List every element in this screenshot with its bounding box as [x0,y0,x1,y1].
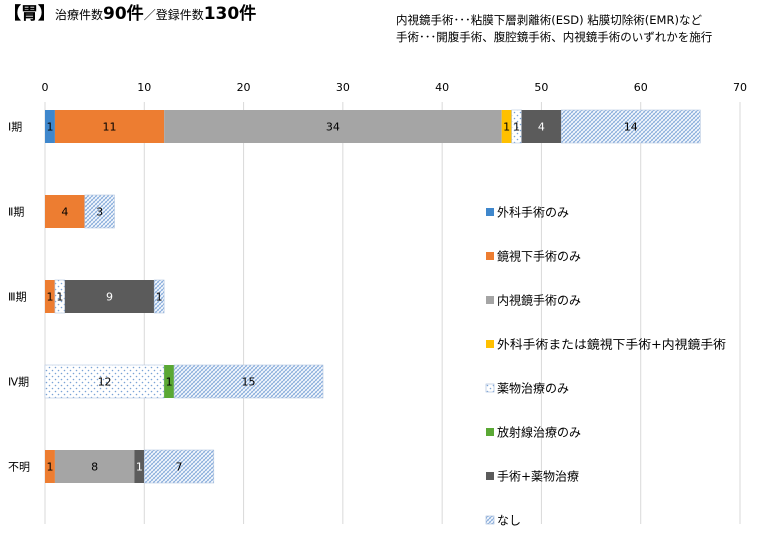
data-label: 1 [513,121,520,134]
data-label: 7 [176,461,183,474]
legend-swatch [486,208,494,216]
legend-label: 放射線治療のみ [497,425,581,440]
title-separator: ／ [143,8,156,22]
treated-value: 90件 [103,4,144,24]
data-label: 3 [96,206,103,219]
x-tick-label: 20 [237,81,251,94]
bar-segment [173,364,324,399]
legend-swatch [486,340,494,348]
x-tick-label: 30 [336,81,350,94]
title-bracket-open: 【 [4,4,21,24]
legend-label: 手術+薬物治療 [497,470,579,484]
data-label: 1 [56,291,63,304]
data-label: 15 [242,376,256,389]
legend-swatch [485,383,495,393]
x-tick-label: 10 [137,81,151,94]
x-tick-label: 60 [634,81,648,94]
category-label: Ⅲ期 [8,291,27,304]
legend-swatch [486,472,494,480]
legend-label: 内視鏡手術のみ [497,293,581,308]
x-tick-label: 40 [435,81,449,94]
data-label: 1 [166,376,173,389]
bar-segment [45,110,55,143]
legend-swatch [486,428,494,436]
data-label: 11 [103,121,117,134]
bar-segment [560,109,701,144]
data-label: 9 [106,291,113,304]
category-label: Ⅰ期 [8,121,22,134]
data-label: 14 [624,121,638,134]
bar-segment [45,195,85,228]
treated-label: 治療件数 [55,8,104,22]
registered-label: 登録件数 [155,8,204,22]
bar-segment [44,364,165,399]
chart-title: 【胃】治療件数90件／登録件数130件 [4,3,256,26]
bar-segment [143,449,215,484]
bar-segment [134,450,145,483]
bar-segment [54,450,135,483]
data-label: 1 [46,461,53,474]
data-label: 4 [61,206,68,219]
bar-segment [153,279,165,314]
data-label: 34 [326,121,340,134]
note-line-1: 内視鏡手術･･･粘膜下層剥離術(ESD) 粘膜切除術(EMR)など [396,13,702,27]
bar-segment [45,450,55,483]
legend-label: 外科手術のみ [497,206,569,220]
bar-segment [521,110,562,143]
bar-segment [164,110,502,143]
note-line-2: 手術･･･開腹手術、腹腔鏡手術、内視鏡手術のいずれかを施行 [396,30,713,44]
legend-label: 外科手術または鏡視下手術+内視鏡手術 [497,337,726,352]
legend-swatch [486,296,494,304]
bar-segment [164,365,175,398]
title-organ: 胃 [21,4,38,24]
data-label: 12 [98,376,112,389]
data-label: 1 [46,121,53,134]
data-label: 4 [538,121,545,134]
bar-segment [84,194,115,229]
x-tick-label: 70 [733,81,747,94]
registered-value: 130件 [203,4,257,24]
data-label: 8 [91,461,98,474]
data-label: 1 [503,121,510,134]
x-tick-label: 50 [534,81,548,94]
bar-segment [54,110,165,143]
bar-segment [64,280,155,313]
data-label: 1 [156,291,163,304]
title-bracket-close: 】 [38,4,55,24]
legend-label: 薬物治療のみ [497,382,569,396]
bar-segment [45,280,55,313]
data-label: 1 [46,291,53,304]
bar-segment [501,110,512,143]
legend-swatch [486,252,494,260]
category-label: Ⅳ期 [8,376,29,389]
legend-label: なし [497,514,521,528]
legend-swatch [485,515,495,525]
legend-label: 鏡視下手術のみ [497,249,581,264]
data-label: 1 [136,461,143,474]
category-label: 不明 [8,461,30,474]
category-label: Ⅱ期 [8,206,24,219]
x-tick-label: 0 [42,81,49,94]
